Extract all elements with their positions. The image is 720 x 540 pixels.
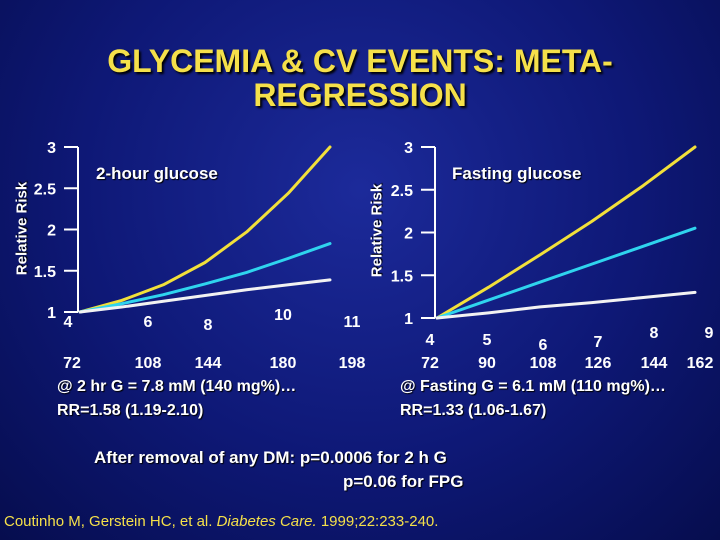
citation-rest: 1999;22:233-240. xyxy=(316,513,439,530)
note-line-1: After removal of any DM: p=0.0006 for 2 … xyxy=(94,448,447,467)
x-tick-label-mM-left: 6 xyxy=(144,314,153,331)
x-tick-label-mM-right: 9 xyxy=(705,325,714,342)
y-tick-label-left: 1 xyxy=(47,305,56,322)
series-line-right-upper-ci xyxy=(435,145,697,320)
y-tick-label-right: 3 xyxy=(404,140,413,157)
x-tick-label-mM-right: 5 xyxy=(483,332,492,349)
y-tick-label-left: 3 xyxy=(47,140,56,157)
series-line-right-lower-ci xyxy=(435,290,697,320)
x-tick-label-mM-left: 11 xyxy=(344,314,361,331)
slide-title: GLYCEMIA & CV EVENTS: META-REGRESSION xyxy=(107,43,613,113)
series-line-left-estimate xyxy=(78,242,332,314)
y-tick-label-right: 1 xyxy=(404,311,413,328)
x-tick-label-mM-right: 8 xyxy=(650,325,659,342)
x-tick-label-mgdl-left: 144 xyxy=(195,355,222,372)
x-tick-label-mgdl-right: 108 xyxy=(530,355,557,372)
citation: Coutinho M, Gerstein HC, et al. Diabetes… xyxy=(4,513,438,530)
x-tick-label-mM-left: 4 xyxy=(64,314,73,331)
x-tick-label-mM-right: 4 xyxy=(426,332,435,349)
y-tick-label-left: 2.5 xyxy=(34,181,56,198)
series-line-left-upper-ci xyxy=(78,145,332,314)
y-tick-label-right: 2.5 xyxy=(391,183,413,200)
x-tick-label-mgdl-left: 180 xyxy=(270,355,297,372)
x-tick-label-mgdl-right: 144 xyxy=(641,355,668,372)
y-tick-label-right: 1.5 xyxy=(391,268,413,285)
x-tick-label-mM-right: 6 xyxy=(539,337,548,354)
citation-journal: Diabetes Care. xyxy=(216,513,317,530)
citation-authors: Coutinho M, Gerstein HC, et al. xyxy=(4,513,217,530)
rr-fasting: RR=1.33 (1.06-1.67) xyxy=(400,402,547,419)
x-tick-label-mgdl-right: 90 xyxy=(478,355,496,372)
rr-2h: RR=1.58 (1.19-2.10) xyxy=(57,402,204,419)
y-tick-label-right: 2 xyxy=(404,226,413,243)
x-tick-label-mgdl-right: 126 xyxy=(585,355,612,372)
x-tick-label-mgdl-right: 72 xyxy=(421,355,439,372)
y-tick-label-left: 2 xyxy=(47,223,56,240)
series-line-left-lower-ci xyxy=(78,278,332,314)
chart-label-fasting: Fasting glucose xyxy=(452,164,582,183)
annotation-fasting: @ Fasting G = 6.1 mM (110 mg%)… xyxy=(400,378,666,395)
x-tick-label-mgdl-left: 72 xyxy=(63,355,81,372)
annotation-2h: @ 2 hr G = 7.8 mM (140 mg%)… xyxy=(57,378,297,395)
x-tick-label-mgdl-right: 162 xyxy=(687,355,714,372)
series-line-right-estimate xyxy=(435,226,697,320)
x-tick-label-mM-left: 10 xyxy=(274,307,292,324)
chart-label-2h: 2-hour glucose xyxy=(96,164,218,183)
x-tick-label-mgdl-left: 198 xyxy=(339,355,366,372)
note-line-2: p=0.06 for FPG xyxy=(343,472,464,491)
x-tick-label-mM-right: 7 xyxy=(594,334,603,351)
y-tick-label-left: 1.5 xyxy=(34,264,56,281)
x-tick-label-mgdl-left: 108 xyxy=(135,355,162,372)
x-tick-label-mM-left: 8 xyxy=(204,317,213,334)
